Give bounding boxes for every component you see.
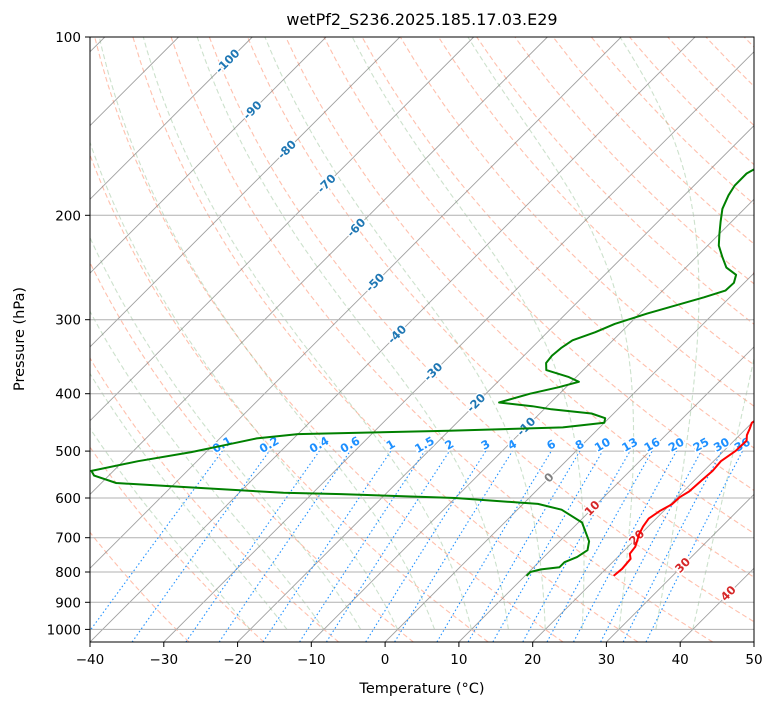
- isotherm-line: [90, 37, 253, 200]
- isotherm-line: [90, 37, 622, 569]
- isotherm-line: [532, 420, 754, 642]
- dry-adiabat: [323, 37, 754, 492]
- mixing-ratio-line: [546, 450, 653, 642]
- plot-frame: [89, 36, 755, 643]
- x-tick-label: 50: [745, 652, 762, 668]
- mixing-ratio-line: [394, 450, 513, 642]
- x-tick-label: −30: [150, 652, 179, 668]
- mixing-ratio-line: [218, 450, 351, 642]
- x-tick-label: 0: [381, 652, 390, 668]
- dry-adiabat: [514, 37, 754, 285]
- mixing-ratio-line: [645, 450, 743, 642]
- isotherm-line: [90, 37, 475, 422]
- x-tick-label: −20: [223, 652, 252, 668]
- isotherm-line: [90, 37, 401, 348]
- moist-adiabat: [264, 37, 546, 630]
- dry-adiabat: [132, 37, 639, 642]
- moist-adiabat: [619, 37, 700, 630]
- isotherm-line: [458, 346, 754, 642]
- mixing-ratio-line: [90, 450, 223, 632]
- y-tick-label: 600: [55, 491, 81, 507]
- mixing-ratio-line: [185, 450, 320, 642]
- moist-adiabat: [90, 310, 325, 630]
- moist-adiabat: [351, 37, 585, 630]
- moist-adiabat: [692, 355, 754, 630]
- tick-layer: −40 −30 −20 −10 0 10 20 30 40 50 100 200 300 400 500 60…: [47, 30, 763, 668]
- moist-adiabat: [142, 37, 472, 630]
- dewpoint-profile: [90, 168, 754, 577]
- isotherm-line: [90, 37, 548, 496]
- moist-adiabat: [196, 37, 509, 630]
- mixing-ratio-line: [299, 450, 426, 642]
- moist-adiabat: [90, 236, 362, 630]
- isotherm-line: [90, 37, 696, 642]
- isotherm-line: [90, 37, 327, 274]
- x-tick-label: −40: [76, 652, 105, 668]
- dry-adiabat: [90, 446, 265, 642]
- y-tick-label: 200: [55, 208, 81, 224]
- isotherm-line: [384, 272, 754, 642]
- mixing-ratio-line: [522, 450, 631, 642]
- chart-title: wetPf2_S236.2025.185.17.03.E29: [286, 10, 557, 30]
- dry-adiabat: [170, 37, 713, 642]
- plot-area: [90, 37, 754, 642]
- y-tick-label: 500: [55, 444, 81, 460]
- y-tick-label: 800: [55, 565, 81, 581]
- x-tick-label: 40: [672, 652, 689, 668]
- y-tick-label: 1000: [47, 622, 81, 638]
- isotherm-line: [237, 124, 754, 642]
- x-axis-title: Temperature (°C): [358, 681, 484, 697]
- dry-adiabat: [438, 37, 754, 366]
- y-tick-label: 400: [55, 387, 81, 403]
- x-tick-label: 30: [598, 652, 615, 668]
- dry-adiabat: [361, 37, 754, 449]
- dry-adiabat: [94, 37, 564, 642]
- x-tick-label: −10: [297, 652, 326, 668]
- y-tick-label: 300: [55, 313, 81, 329]
- moist-adiabat: [90, 140, 399, 630]
- moist-adiabat: [98, 37, 436, 630]
- y-tick-label: 100: [55, 30, 81, 46]
- x-tick-label: 20: [524, 652, 541, 668]
- x-tick-label: 10: [450, 652, 467, 668]
- dry-adiabat: [285, 37, 754, 535]
- isotherm-line: [310, 198, 754, 642]
- dry-adiabat: [90, 153, 489, 642]
- dry-adiabat: [90, 531, 190, 642]
- mixing-ratio-line: [131, 450, 270, 642]
- y-axis-title: Pressure (hPa): [12, 287, 28, 391]
- isotherm-line: [163, 51, 754, 642]
- isotherm-line: [606, 493, 754, 642]
- y-tick-label: 700: [55, 531, 81, 547]
- temperature-profile: [612, 264, 754, 577]
- y-tick-label: 900: [55, 595, 81, 611]
- moist-adiabat: [467, 37, 635, 630]
- mixing-ratio-line: [573, 450, 677, 642]
- dry-adiabat: [208, 37, 754, 623]
- mixing-ratio-line: [325, 450, 450, 642]
